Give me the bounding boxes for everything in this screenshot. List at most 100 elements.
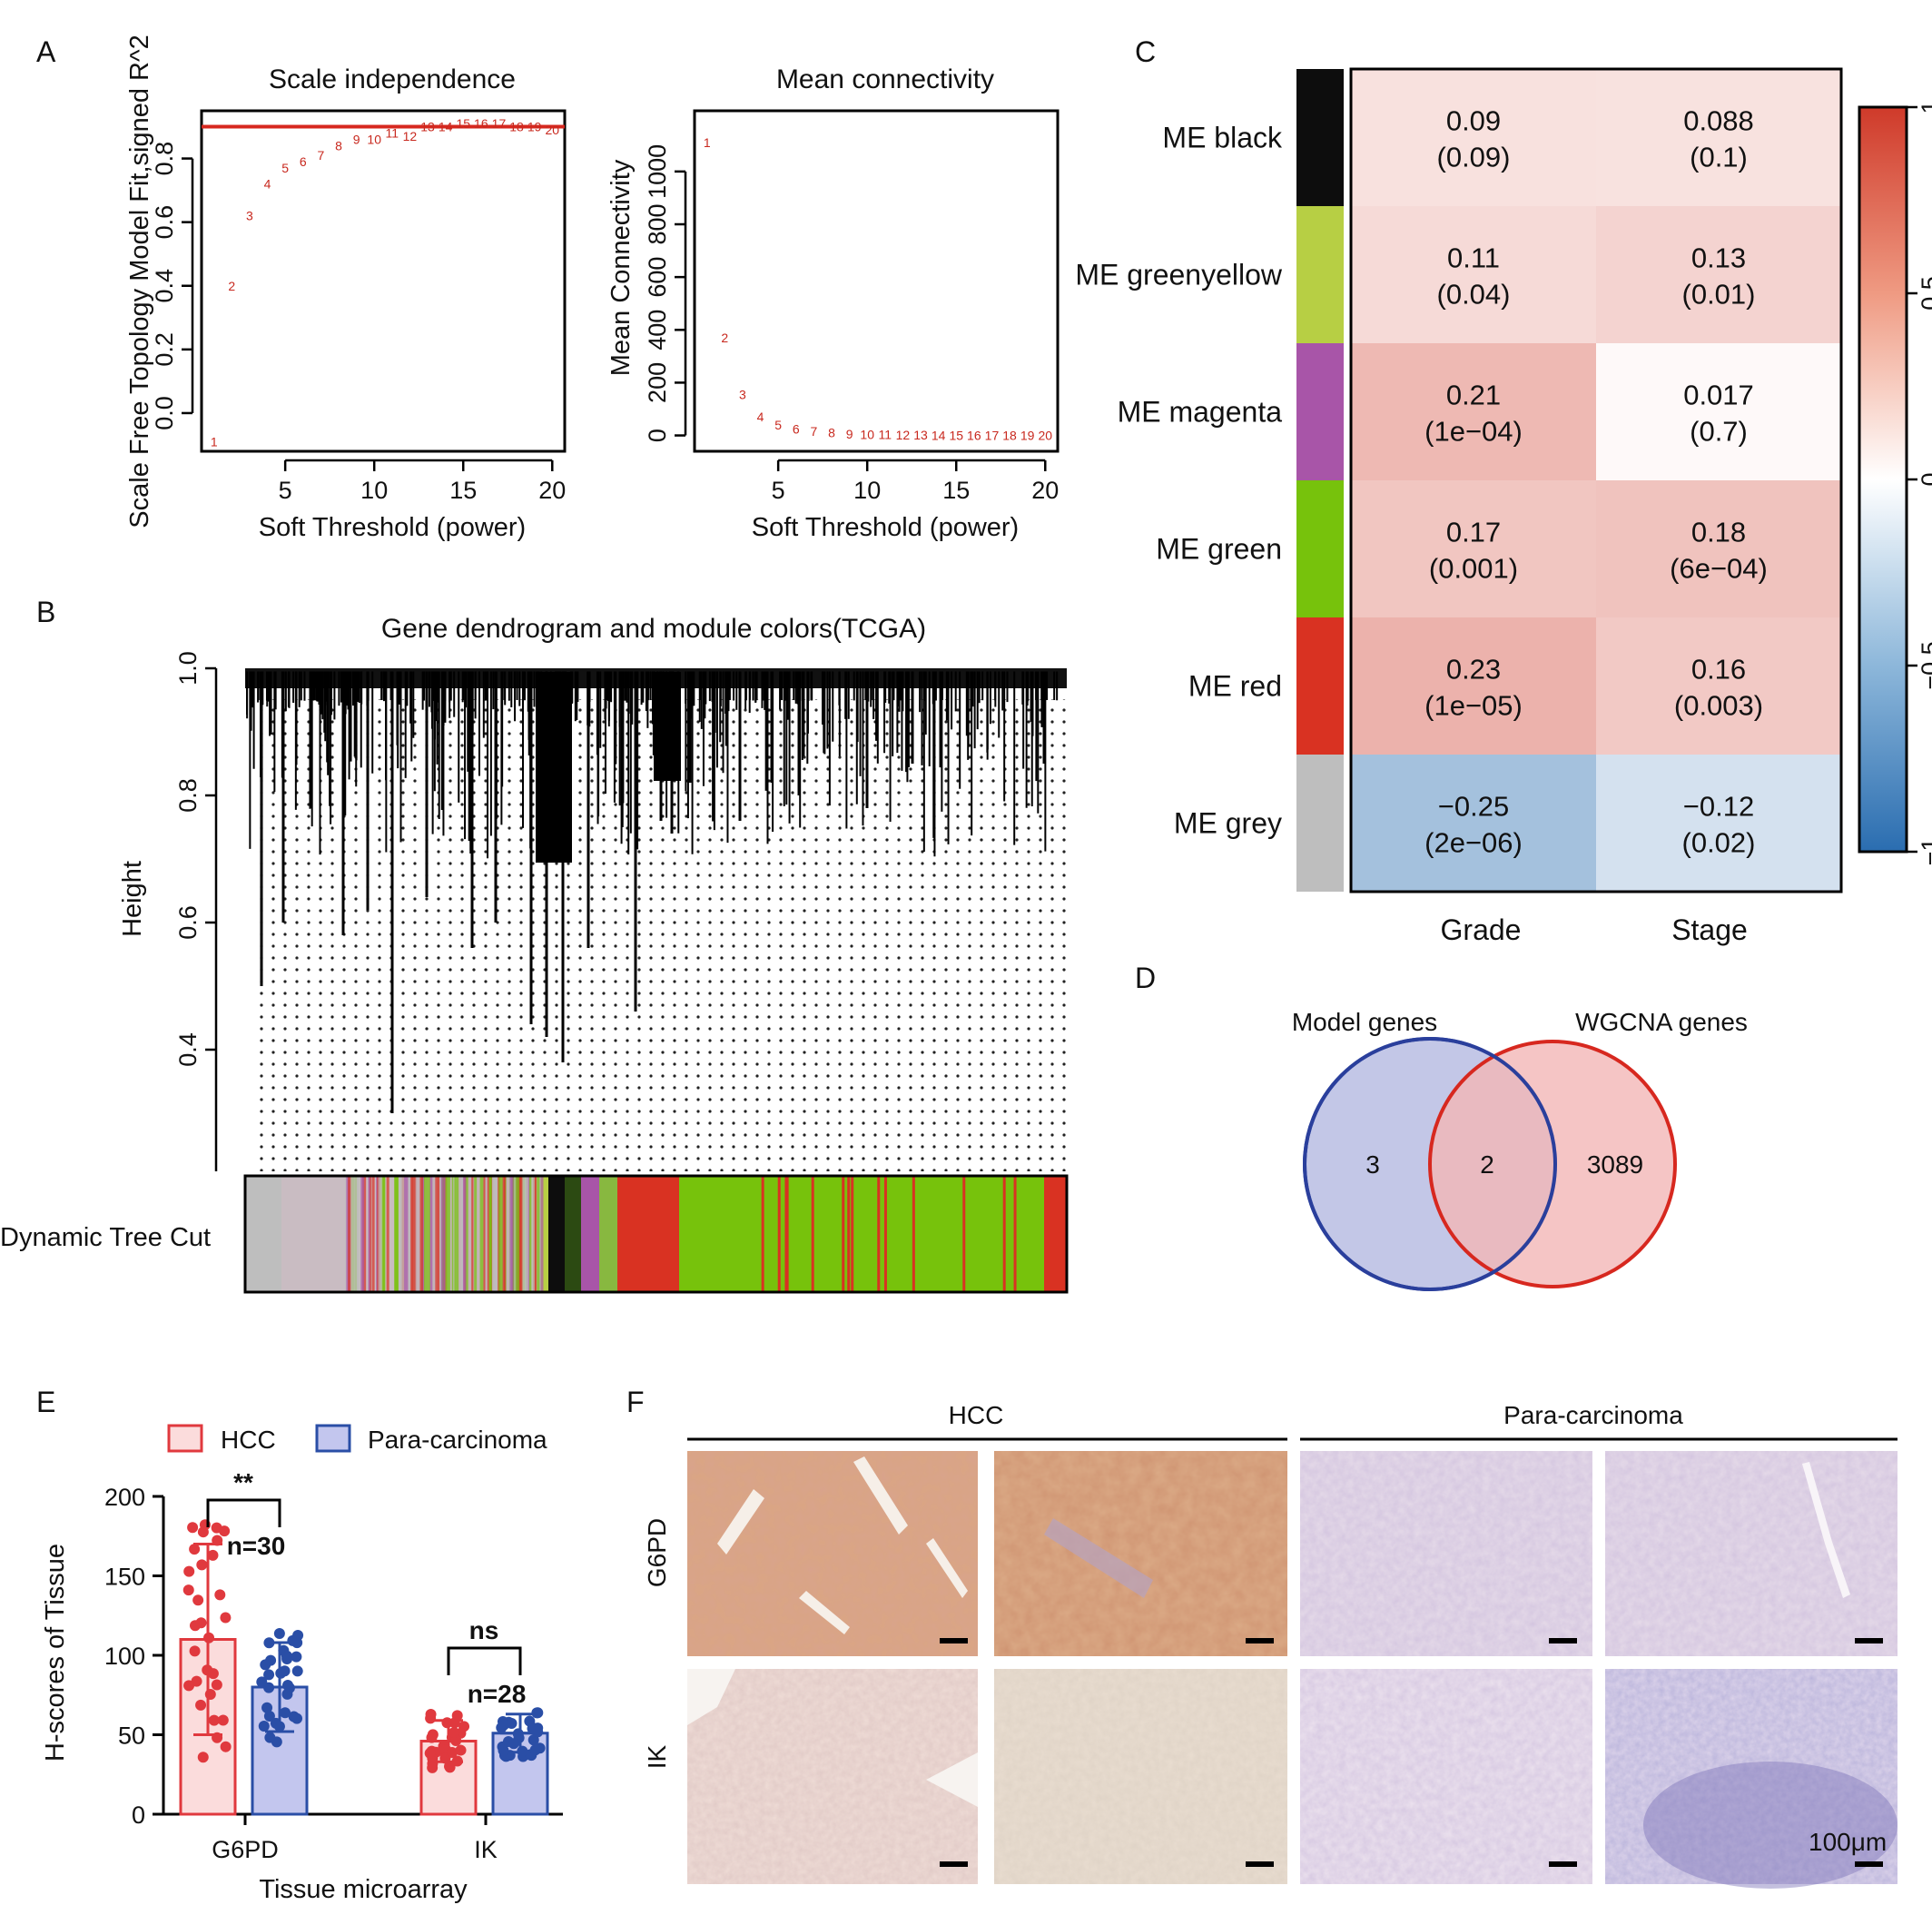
heatmap-cell-pvalue: (0.01) — [1682, 279, 1756, 311]
color-scale-tick-label: −1 — [1917, 838, 1932, 866]
dendrogram-dense-cluster — [654, 672, 681, 781]
heatmap-cell-pvalue: (0.1) — [1690, 142, 1748, 173]
sample-size-label: n=30 — [227, 1532, 286, 1560]
heatmap-cell-value: 0.23 — [1446, 654, 1501, 686]
data-point — [263, 1682, 275, 1693]
module-color-stripe — [438, 1176, 440, 1292]
module-color-bar-cell — [1296, 755, 1344, 892]
venn-count-intersection: 2 — [1480, 1150, 1494, 1179]
data-point — [273, 1628, 285, 1640]
module-color-stripe — [369, 1176, 372, 1292]
module-color-stripe — [400, 1176, 405, 1292]
module-color-segment — [548, 1176, 565, 1292]
legend-label-para: Para-carcinoma — [368, 1426, 547, 1454]
heatmap-cell-value: 0.017 — [1683, 380, 1754, 411]
data-point — [448, 1727, 460, 1739]
module-color-bar-cell — [1296, 69, 1344, 206]
heatmap-cell-pvalue: (0.02) — [1682, 827, 1756, 859]
scale-independence-point-label: 10 — [367, 133, 381, 147]
scale-independence-point-label: 9 — [353, 133, 360, 147]
mean-connectivity-point-label: 2 — [721, 331, 728, 345]
heatmap-cell-value: 0.16 — [1691, 654, 1746, 686]
venn-circle-model-genes-outline — [1303, 1037, 1557, 1291]
scale-independence-point-label: 2 — [228, 279, 235, 293]
module-color-stripe — [474, 1176, 478, 1292]
color-scale-tick-label: 1 — [1917, 100, 1932, 114]
data-point — [280, 1707, 291, 1719]
module-color-stripe — [419, 1176, 424, 1292]
ihc-image-para-g6pd-1 — [1300, 1451, 1592, 1656]
module-color-bar-cell — [1296, 480, 1344, 617]
module-color-stripe — [479, 1176, 484, 1292]
mean-connectivity-point-label: 7 — [810, 424, 817, 439]
mean-connectivity-point-label: 10 — [860, 427, 874, 441]
venn-count-model-only: 3 — [1365, 1150, 1380, 1179]
scale-independence-point-label: 3 — [246, 209, 253, 223]
scale-independence-point-label: 8 — [335, 139, 342, 153]
data-point — [291, 1637, 303, 1649]
bar-chart-y-tick-label: 50 — [118, 1722, 145, 1750]
heatmap-cell — [1596, 480, 1841, 617]
data-point — [203, 1632, 215, 1643]
bar-chart-category-label: G6PD — [212, 1836, 279, 1863]
module-color-stripe — [811, 1176, 814, 1292]
heatmap-cell — [1596, 617, 1841, 755]
data-point — [263, 1637, 275, 1649]
data-point — [212, 1732, 223, 1743]
mean-connectivity-point-label: 18 — [1002, 428, 1017, 442]
mean-connectivity-y-tick-label: 600 — [644, 257, 671, 298]
heatmap-cell-pvalue: (0.001) — [1429, 553, 1518, 585]
panel-label-b: B — [36, 596, 55, 628]
gene-dendrogram: Gene dendrogram and module colors(TCGA) … — [0, 614, 1069, 1294]
mean-connectivity-point-label: 9 — [846, 427, 853, 441]
legend-swatch-hcc — [167, 1424, 203, 1453]
module-color-stripe — [851, 1176, 854, 1292]
venn-count-wgcna-only: 3089 — [1587, 1150, 1643, 1179]
color-scale-gradient — [1859, 107, 1907, 852]
module-color-stripe — [454, 1176, 459, 1292]
module-color-stripe — [514, 1176, 517, 1292]
heatmap-row-label: ME green — [1156, 533, 1282, 566]
dendrogram-y-tick-label: 0.8 — [174, 778, 202, 813]
data-point — [527, 1722, 538, 1734]
mean-connectivity-y-tick-label: 0 — [644, 429, 671, 442]
bar-chart-xlabel: Tissue microarray — [259, 1875, 468, 1904]
module-color-stripe — [378, 1176, 382, 1292]
scale-independence-point-label: 14 — [439, 120, 453, 134]
module-color-stripe — [404, 1176, 409, 1292]
module-color-stripe — [509, 1176, 514, 1292]
data-point — [263, 1669, 275, 1681]
ihc-image-para-g6pd-2 — [1605, 1451, 1898, 1656]
significance-bracket — [206, 1498, 281, 1527]
mean-connectivity-x-tick-label: 20 — [1031, 477, 1059, 504]
scale-independence-x-tick-label: 15 — [449, 477, 477, 504]
significance-bracket — [447, 1646, 522, 1675]
dendrogram-ylabel: Height — [118, 861, 147, 937]
heatmap-cell-pvalue: (2e−06) — [1424, 827, 1523, 859]
bar-chart-y-tick-label: 100 — [104, 1643, 145, 1670]
scale-independence-point-label: 18 — [509, 120, 524, 134]
heatmap-cell — [1351, 617, 1596, 755]
mean-connectivity-point-label: 16 — [967, 428, 981, 442]
heatmap-cell-value: 0.11 — [1447, 242, 1500, 274]
module-color-stripe — [350, 1176, 355, 1292]
data-point — [441, 1717, 453, 1729]
scale-independence-y-tick-label: 0.0 — [151, 396, 178, 430]
module-color-stripe — [912, 1176, 915, 1292]
module-color-stripe — [503, 1176, 507, 1292]
module-color-segment — [540, 1176, 548, 1292]
heatmap-cell-value: 0.17 — [1446, 517, 1501, 548]
module-color-stripe — [539, 1176, 544, 1292]
dendrogram-y-tick-label: 1.0 — [174, 651, 202, 686]
mean-connectivity-point-label: 1 — [704, 135, 711, 150]
heatmap-cell — [1351, 343, 1596, 480]
module-color-stripe — [439, 1176, 444, 1292]
module-color-stripe — [534, 1176, 537, 1292]
mean-connectivity-point-label: 20 — [1038, 428, 1052, 442]
hscore-bar-chart: HCC Para-carcinoma 0 50 100 150 200 G6PD ** n=3… — [41, 1424, 563, 1904]
heatmap-cell-value: 0.09 — [1446, 105, 1501, 137]
heatmap-cell-pvalue: (0.003) — [1674, 690, 1763, 722]
module-color-segment — [565, 1176, 581, 1292]
